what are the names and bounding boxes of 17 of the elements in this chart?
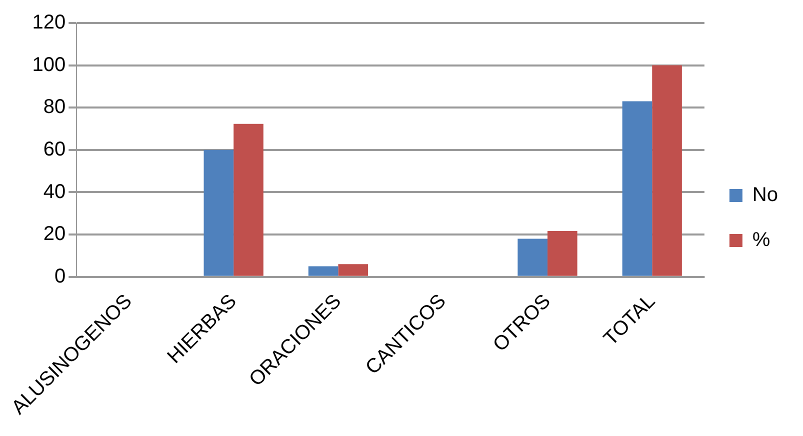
- bar: [204, 150, 234, 276]
- bar: [547, 230, 578, 276]
- y-tick-label: 60: [43, 138, 66, 160]
- y-tick-label: 100: [32, 54, 66, 76]
- bar: [518, 238, 548, 276]
- legend-label: %: [752, 229, 770, 252]
- bar: [338, 264, 368, 276]
- y-tick-label: 20: [43, 223, 66, 246]
- bar: [622, 101, 652, 276]
- bar: [652, 65, 682, 276]
- y-tick-label: 80: [43, 96, 66, 118]
- y-tick-label: 40: [43, 180, 66, 203]
- y-tick-label: 120: [32, 12, 66, 34]
- bar: [308, 266, 338, 276]
- y-tick-label: 0: [54, 265, 66, 288]
- legend-label: No: [752, 184, 778, 206]
- bar: [234, 124, 264, 276]
